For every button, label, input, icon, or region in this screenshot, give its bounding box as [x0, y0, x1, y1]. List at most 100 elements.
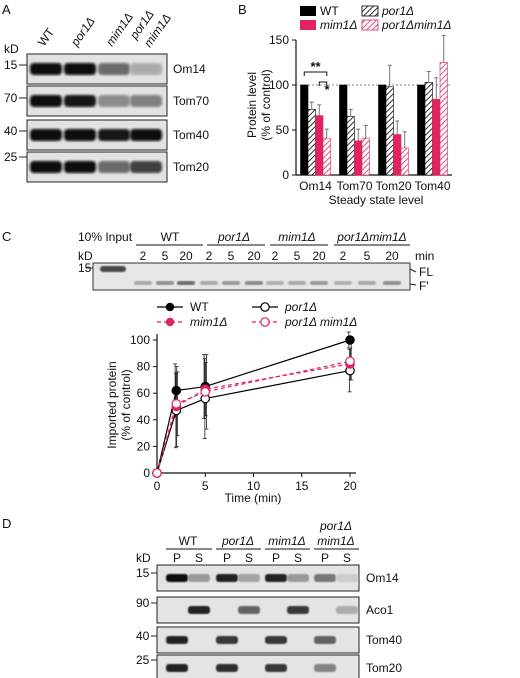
blot-d-band-aco1-3: [238, 606, 260, 614]
chart-c-line-por1: [156, 370, 351, 474]
blot-d-band-om14-7: [336, 574, 358, 582]
chart-b-category-tom70: Tom70: [336, 179, 372, 193]
lane-label-wt: WT: [35, 25, 58, 49]
chart-c-line-wt: [156, 339, 351, 474]
blot-a-band-tom70-3: [130, 95, 162, 107]
chart-c-ylabel: Imported protein (% of control): [105, 361, 133, 448]
chart-b-category-tom20: Tom20: [375, 179, 411, 193]
blot-a-protein-tom40: Tom40: [173, 128, 209, 142]
panel-c-time-1: 5: [162, 249, 169, 263]
panel-c-blot-box: [92, 262, 411, 291]
panel-c-fprime-band-7: [288, 281, 306, 285]
panel-d-fraction-7: S: [343, 551, 351, 565]
chart-b-bar-tom70-por1-mim1: [361, 137, 370, 176]
panel-c-group-mim1: mim1Δ: [278, 230, 315, 244]
blot-a-protein-tom20: Tom20: [173, 160, 209, 174]
chart-c-ytick-label-4: 80: [137, 360, 151, 374]
blot-a-band-tom40-3: [130, 129, 162, 141]
panel-c-fprime-band-10: [358, 281, 376, 285]
legend-swatch-wt: [300, 6, 316, 16]
blot-d-band-om14-2: [216, 574, 238, 582]
chart-b-bar-om14-mim1: [315, 115, 324, 176]
panel-a-blots: Om14 15 Tom70 70 Tom40 40 Tom20 25: [4, 53, 209, 183]
panel-c-time-9: 2: [340, 249, 347, 263]
blot-d-band-om14-1: [188, 574, 210, 582]
chart-c-point-por1-mim1-0: [152, 468, 162, 478]
panel-c-time-2: 20: [179, 249, 193, 263]
chart-b-ytick-label-1: 50: [276, 123, 290, 137]
blot-d-band-om14-3: [238, 574, 260, 582]
blot-d-band-tom40-6: [314, 636, 336, 644]
chart-b-bar-om14-por1: [307, 109, 316, 176]
panel-d-fraction-5: S: [294, 551, 302, 565]
panel-c-fprime-band-11: [383, 281, 401, 285]
chart-c-xtick-label-4: 20: [343, 479, 357, 493]
blot-a-mw-1: 70: [4, 91, 18, 105]
chart-c-xlabel: Time (min): [225, 491, 282, 505]
panel-c-time-4: 5: [228, 249, 235, 263]
chart-b-ytick-label-3: 150: [269, 33, 289, 47]
chart-b-sig-1: *: [324, 82, 330, 97]
blot-d-band-om14-5: [287, 574, 309, 582]
chart-c-xtick-label-0: 0: [154, 479, 161, 493]
panel-label-b: B: [238, 2, 247, 17]
chart-b-ytick-label-0: 0: [282, 168, 289, 182]
panel-c-kd: kD: [78, 249, 93, 263]
panel-c-time-10: 5: [364, 249, 371, 263]
chart-b-bar-tom70-por1: [346, 116, 355, 176]
legend-label-c-mim1: mim1Δ: [190, 315, 227, 329]
panel-d-group-mim1: mim1Δ: [268, 534, 305, 548]
blot-a-band-tom40-0: [30, 129, 62, 141]
chart-c-legend: WT por1Δ mim1Δ por1Δ mim1Δ: [157, 300, 357, 329]
panel-d-fraction-4: P: [272, 551, 280, 565]
chart-b-ylabel-line1: Protein level: [245, 72, 259, 138]
blot-a-band-om14-1: [64, 63, 96, 75]
panel-d-fraction-0: P: [173, 551, 181, 565]
panel-d-fraction-1: S: [195, 551, 203, 565]
blot-d-protein-tom40: Tom40: [366, 633, 402, 647]
chart-c-ytick-label-0: 0: [143, 466, 150, 480]
chart-b-bar-tom20-por1: [385, 86, 394, 176]
blot-d-band-om14-4: [265, 574, 287, 582]
panel-c-time-3: 2: [206, 249, 213, 263]
panel-c-mw: 15: [78, 261, 92, 275]
blot-a-band-tom70-2: [98, 95, 130, 107]
panel-c-time-8: 20: [312, 249, 326, 263]
legend-marker-por1: [260, 302, 270, 312]
panel-c-group-por1: por1Δ: [217, 230, 250, 244]
blot-a-band-tom20-1: [64, 161, 96, 173]
blot-d-band-tom40-0: [166, 636, 188, 644]
blot-a-band-om14-3: [130, 63, 162, 75]
blot-d-protein-om14: Om14: [366, 571, 399, 585]
panel-c-fprime-band-6: [266, 281, 284, 285]
chart-b-ylabel: Protein level (% of control): [245, 69, 273, 140]
panel-a-kd: kD: [4, 42, 19, 56]
blot-a-protein-om14: Om14: [173, 62, 206, 76]
panel-c-time-7: 5: [294, 249, 301, 263]
lane-label-por1: por1Δ: [67, 14, 97, 49]
panel-c-fprime-band-9: [334, 281, 352, 285]
chart-c-point-wt-3: [345, 335, 355, 345]
panel-c-fprime-band-8: [310, 281, 328, 285]
chart-b-sig-0: **: [310, 59, 321, 74]
chart-b-bar-tom70-wt: [339, 84, 348, 176]
panel-c-input-label: 10% Input: [78, 230, 133, 244]
chart-b-ytick-label-2: 100: [269, 78, 289, 92]
chart-c-ylabel-line1: Imported protein: [105, 361, 119, 448]
panel-c-fl-tick: [409, 268, 417, 273]
panel-d-group-wt: WT: [179, 534, 198, 548]
blot-d-band-aco1-1: [188, 606, 210, 614]
chart-b-sig-bracket-0: [303, 71, 328, 76]
panel-c-min: min: [415, 249, 434, 263]
panel-c-group-wt: WT: [161, 230, 180, 244]
panel-c-fprime: F': [419, 279, 429, 293]
chart-c-point-wt-1: [171, 385, 182, 396]
chart-b-category-tom40: Tom40: [414, 179, 450, 193]
panel-c-fprime-band-4: [222, 281, 240, 285]
legend-marker-wt: [165, 302, 175, 312]
panel-d-group-double-line2: mim1Δ: [317, 534, 354, 548]
panel-d-group-por1: por1Δ: [221, 534, 254, 548]
blot-a-band-om14-2: [98, 63, 130, 75]
